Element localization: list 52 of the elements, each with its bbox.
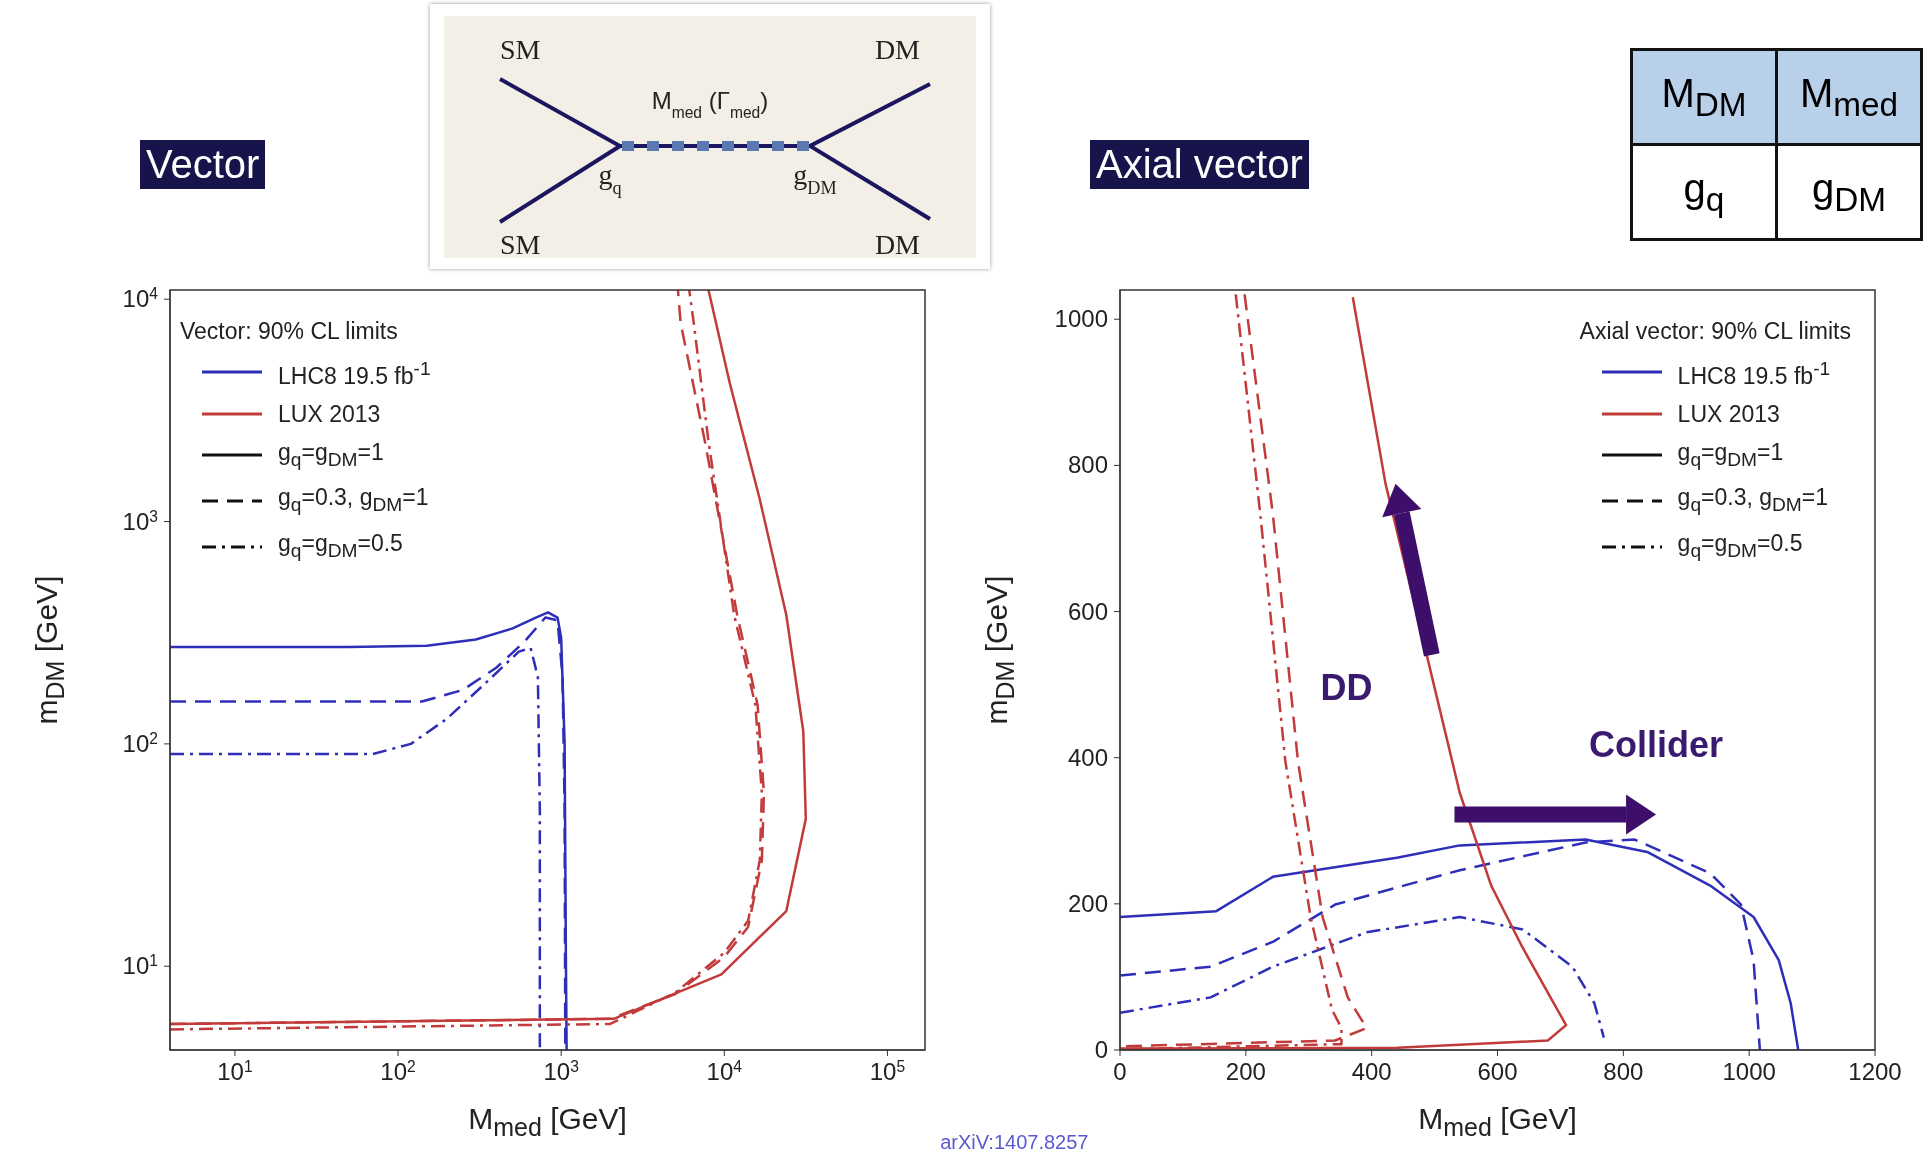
text: g$_{DM}$: [1811, 165, 1887, 218]
y-tick-label: 200: [1067, 889, 1108, 917]
annotation: g$_{q}$=0.3, g$_{DM}$=1: [1677, 483, 1829, 517]
x-tick-label: 1000: [1722, 1058, 1776, 1085]
x-tick-label: 800: [1603, 1058, 1644, 1085]
x-axis-title: M$_{med}$ [GeV]: [468, 1102, 627, 1141]
y-tick-label: 10$^{3}$: [122, 507, 158, 535]
text: M$_{DM}$: [1661, 70, 1747, 123]
legend-label: LUX 2013: [1677, 399, 1780, 429]
y-tick-label: 600: [1067, 597, 1108, 625]
chart-title: Axial vector: [1096, 142, 1303, 186]
x-tick-label: 600: [1477, 1058, 1518, 1085]
annotation: DD: [1320, 667, 1373, 709]
text: M$_{med}$: [1799, 70, 1899, 123]
y-tick-label: 0: [1094, 1036, 1108, 1063]
x-tick-label: 10$^{3}$: [543, 1057, 579, 1085]
x-tick-label: 10$^{5}$: [869, 1057, 906, 1085]
text: M$_{med}$ (Γ$_{med}$): [651, 87, 769, 121]
chart-title: Vector: [146, 142, 260, 186]
x-tick-label: 0: [1113, 1058, 1127, 1085]
annotation: g$_{q}$=g$_{DM}$=0.5: [278, 528, 403, 563]
x-tick-label: 1200: [1848, 1058, 1902, 1085]
y-tick-label: 10$^{2}$: [122, 729, 158, 757]
x-tick-label: 400: [1351, 1058, 1392, 1085]
legend-title: Vector: 90% CL limits: [180, 318, 398, 344]
x-tick-label: 10$^{4}$: [706, 1057, 743, 1085]
x-axis-title: M$_{med}$ [GeV]: [1418, 1102, 1577, 1141]
annotation: g$_{q}$=g$_{DM}$=1: [1677, 437, 1784, 472]
text: g$_{q}$: [1683, 165, 1725, 218]
text: SM: [500, 34, 541, 65]
legend-label: LHC8 19.5 fb$^{-1}$: [1677, 357, 1831, 391]
text: g$_{DM}$: [793, 159, 837, 198]
y-tick-label: 10$^{1}$: [122, 951, 158, 980]
annotation: g$_{q}$=g$_{DM}$=1: [278, 437, 384, 472]
text: g$_{q}$: [598, 159, 622, 198]
x-tick-label: 10$^{2}$: [380, 1057, 416, 1085]
legend-title: Axial vector: 90% CL limits: [1579, 318, 1851, 344]
annotation: g$_{q}$=0.3, g$_{DM}$=1: [278, 483, 429, 517]
y-tick-label: 10$^{4}$: [122, 284, 159, 313]
annotation: g$_{q}$=g$_{DM}$=0.5: [1677, 528, 1803, 563]
text: DM: [874, 34, 921, 65]
y-tick-label: 800: [1067, 451, 1108, 479]
annotation: Collider: [1589, 724, 1724, 766]
x-tick-label: 10$^{1}$: [217, 1057, 253, 1085]
y-tick-label: 400: [1067, 743, 1108, 771]
y-tick-label: 1000: [1054, 305, 1108, 333]
text: arXiV:1407.8257: [940, 1130, 1089, 1153]
legend-label: LHC8 19.5 fb$^{-1}$: [278, 357, 431, 391]
legend-label: LUX 2013: [278, 399, 381, 429]
x-tick-label: 200: [1225, 1058, 1266, 1085]
text: SM: [500, 229, 541, 260]
text: DM: [874, 229, 921, 260]
